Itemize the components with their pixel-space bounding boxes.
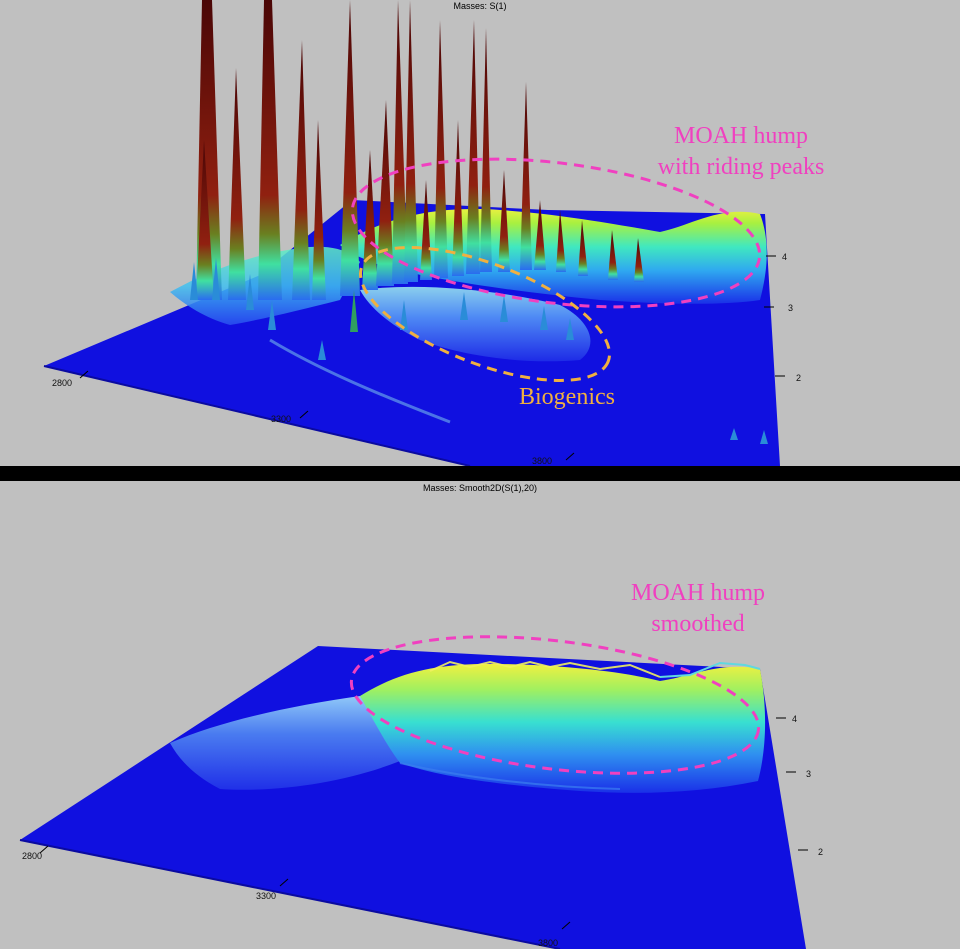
surface-shoulder [170,696,400,790]
moah-annotation-line-2: with riding peaks [658,154,825,180]
plot-title: Masses: S(1) [453,1,507,11]
minor-peaks [190,258,768,444]
moah-hump-smoothed-ellipse [349,635,761,775]
biogenics-surface [360,286,591,362]
plot-title: Masses: Smooth2D(S(1),20) [422,483,538,493]
y-tick-2: 2 [818,847,823,857]
riding-peaks [196,0,644,300]
x-tick-3800: 3800 [532,456,552,466]
y-tick-4: 4 [782,252,787,262]
x-tick-3800: 3800 [538,938,558,948]
y-tick-3: 3 [788,303,793,313]
y-tick-2: 2 [796,373,801,383]
moah-hump-surface [340,209,767,304]
biogenics-ellipse [358,246,612,382]
x-tick-2800: 2800 [22,851,42,861]
x-tick-3300: 3300 [256,891,276,901]
moah-annotation-line-1: MOAH hump [674,123,808,149]
x-axis-ticks [39,845,571,930]
surface-plot-raw: Masses: S(1) [0,0,960,466]
surface-plot-raw-svg: 2800 3300 3800 4 3 2 MOAH hump with ridi… [43,0,825,466]
moah-smoothed-annotation-line-2: smoothed [651,611,744,637]
moah-smoothed-annotation-line-1: MOAH hump [631,580,765,606]
y-axis-ticks [764,255,785,377]
x-tick-2800: 2800 [52,378,72,388]
y-tick-3: 3 [806,769,811,779]
panel-divider [0,466,960,481]
x-tick-3300: 3300 [271,414,291,424]
surface-plot-smoothed: Masses: Smooth2D(S(1),20) [0,481,960,949]
biogenics-annotation: Biogenics [519,384,615,410]
surface-plot-smoothed-svg: 2800 3300 3800 4 3 2 MOAH hump smoothed [19,580,823,949]
moah-hump-ellipse [350,157,762,309]
x-axis-ticks [79,370,575,461]
y-tick-4: 4 [792,714,797,724]
y-axis-ticks [776,717,808,851]
moah-hump-smoothed-surface [360,663,766,793]
